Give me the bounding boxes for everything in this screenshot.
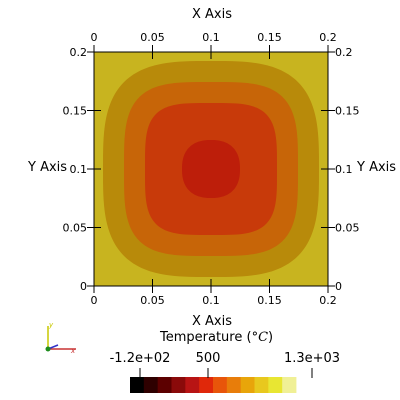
x-tick-label-bottom: 0.2 [319, 294, 337, 307]
colorbar-title-unit: °C [251, 330, 269, 345]
x-tick-label-top: 0.2 [319, 31, 337, 44]
x-tick-label-top: 0 [91, 31, 98, 44]
orientation-x-label: x [70, 347, 76, 355]
x-axis-title-top: X Axis [192, 7, 233, 22]
y-tick-label-left: 0.15 [63, 105, 88, 118]
colorbar-title: Temperature (°C) [160, 330, 273, 345]
orientation-origin [45, 346, 51, 352]
colorbar-swatch-0 [130, 377, 145, 393]
colorbar-tick-label-mid: 500 [195, 351, 221, 366]
x-tick-label-top: 0.05 [140, 31, 165, 44]
colorbar-title-text: Temperature ( [160, 330, 252, 345]
x-axis-title-bottom: X Axis [192, 314, 233, 329]
x-tick-label-bottom: 0.05 [140, 294, 165, 307]
colorbar-swatch-5 [199, 377, 214, 393]
orientation-y-label: y [48, 321, 54, 329]
orientation-axes: y x [45, 321, 76, 355]
colorbar-swatch-7 [226, 377, 242, 393]
colorbar-tick-label-min: -1.2e+02 [109, 351, 171, 366]
contour-band-4 [182, 140, 240, 198]
colorbar-swatch-11 [282, 377, 297, 393]
colorbar-swatch-1 [143, 377, 159, 393]
x-tick-label-bottom: 0 [91, 294, 98, 307]
colorbar-swatch-4 [185, 377, 200, 393]
y-tick-label-left: 0.05 [63, 222, 88, 235]
contour-plot [94, 52, 328, 286]
colorbar-swatch-8 [240, 377, 255, 393]
y-tick-label-right: 0 [335, 280, 342, 293]
axes-grid: 000.050.050.10.10.150.150.20.20 00.05 0.05… [63, 31, 360, 307]
y-tick-label-right: 0.05 [335, 222, 360, 235]
y-tick-label-right: 0.1 [335, 163, 353, 176]
colorbar-swatch-3 [171, 377, 186, 393]
colorbar-swatch-10 [268, 377, 283, 393]
y-tick-label-left: 0.1 [70, 163, 88, 176]
y-tick-label-left: 0.2 [70, 46, 88, 59]
colorbar-swatch-9 [254, 377, 269, 393]
x-tick-label-top: 0.1 [202, 31, 220, 44]
y-tick-label-right: 0.2 [335, 46, 353, 59]
colorbar-title-close: ) [268, 330, 274, 345]
y-tick-label-left: 0 [80, 280, 87, 293]
x-tick-label-top: 0.15 [257, 31, 282, 44]
x-tick-label-bottom: 0.15 [257, 294, 282, 307]
y-tick-label-right: 0.15 [335, 105, 360, 118]
colorbar-tick-label-max: 1.3e+03 [283, 351, 341, 366]
x-tick-label-bottom: 0.1 [202, 294, 220, 307]
y-axis-title-left: Y Axis [28, 160, 68, 175]
colorbar-swatch-2 [157, 377, 172, 393]
colorbar-swatch-6 [213, 377, 228, 393]
colorbar [130, 368, 313, 393]
y-axis-title-right: Y Axis [357, 160, 397, 175]
